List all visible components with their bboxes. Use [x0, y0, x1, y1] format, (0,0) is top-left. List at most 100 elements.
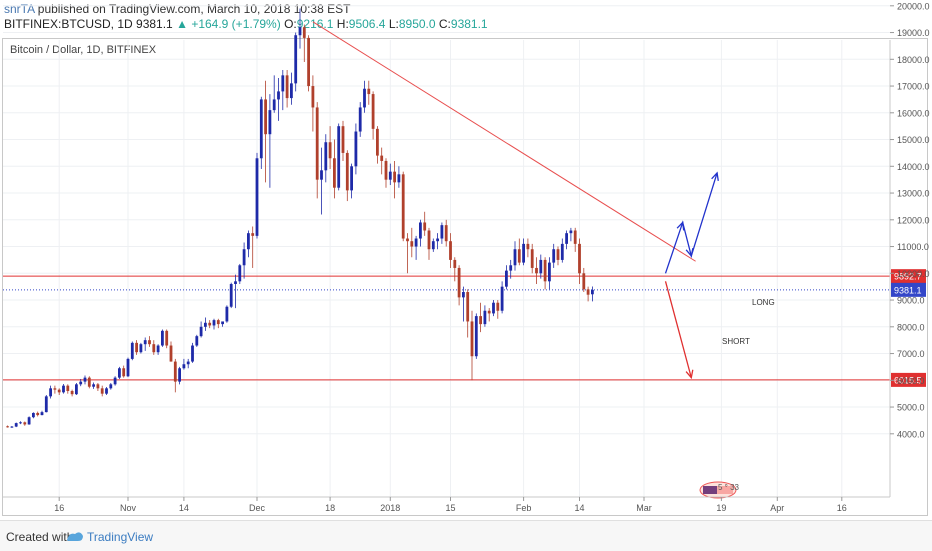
- candle-body: [311, 86, 315, 108]
- candle-body: [406, 238, 409, 242]
- x-tick-label: 2018: [380, 503, 400, 513]
- candle-body: [496, 302, 500, 311]
- trendline: [312, 21, 696, 262]
- y-tick-label: 20000.0: [897, 1, 930, 11]
- footer: Created with TradingView: [0, 520, 932, 551]
- flag-logo-icon: [699, 481, 737, 499]
- tradingview-brand-link[interactable]: TradingView: [87, 530, 154, 544]
- candle-body: [513, 249, 517, 266]
- candle-body: [367, 88, 371, 95]
- candle-body: [487, 310, 491, 314]
- close-value: 9381.1: [450, 17, 488, 31]
- low-label: L:: [388, 17, 399, 31]
- candle-body: [40, 412, 44, 416]
- candle-body: [264, 99, 267, 135]
- y-tick-label: 16000.0: [897, 108, 930, 118]
- long-arrow-head-1: [676, 221, 685, 231]
- candle-body: [449, 241, 452, 260]
- candle-body: [393, 171, 396, 183]
- chart-title: Bitcoin / Dollar, 1D, BITFINEX: [10, 44, 157, 56]
- y-tick-label: 10000.0: [897, 269, 930, 279]
- candle-body: [19, 422, 22, 424]
- candles: [6, 8, 594, 428]
- candle-body: [466, 292, 470, 322]
- candle-body: [204, 322, 207, 327]
- x-tick-label: Feb: [516, 503, 532, 513]
- candle-body: [169, 345, 173, 362]
- candle-body: [225, 306, 229, 322]
- candle-body: [100, 388, 104, 394]
- candle-body: [173, 361, 177, 382]
- x-tick-label: Nov: [120, 503, 137, 513]
- price-change: +164.9 (+1.79%): [191, 17, 281, 31]
- candle-body: [165, 330, 169, 346]
- candle-body: [569, 230, 573, 234]
- candle-body: [66, 385, 70, 391]
- candle-body: [277, 91, 280, 100]
- candle-body: [526, 243, 530, 250]
- low-value: 8950.0: [398, 17, 436, 31]
- candle-body: [341, 126, 345, 153]
- candle-body: [573, 230, 577, 244]
- candle-body: [320, 170, 323, 180]
- high-value: 9506.4: [348, 17, 386, 31]
- candle-body: [337, 126, 341, 188]
- candle-body: [238, 265, 242, 282]
- candle-body: [182, 364, 186, 369]
- x-tick-label: Dec: [249, 503, 266, 513]
- candle-body: [548, 262, 551, 282]
- open-value: 9216.1: [296, 17, 334, 31]
- candle-body: [380, 155, 384, 161]
- x-tick-label: Mar: [636, 503, 652, 513]
- candle-body: [479, 316, 482, 325]
- candle-body: [139, 344, 143, 353]
- y-tick-label: 5000.0: [897, 403, 925, 413]
- candle-body: [423, 222, 427, 231]
- candle-body: [500, 286, 504, 311]
- candle-body: [444, 225, 448, 242]
- candle-body: [505, 270, 508, 287]
- candle-body: [543, 259, 547, 282]
- candle-body: [130, 342, 134, 359]
- candle-body: [539, 259, 543, 274]
- candle-body: [152, 344, 156, 353]
- candle-body: [272, 99, 276, 111]
- x-axis: 16 Nov 14 Dec 18 2018 15 Feb 14 Mar 19 Apr 16: [3, 496, 890, 513]
- candle-body: [10, 426, 14, 428]
- candle-body: [298, 27, 302, 36]
- tradingview-logo-icon: [67, 532, 83, 541]
- candle-body: [328, 142, 332, 159]
- chart-frame: [2, 38, 928, 516]
- candle-body: [212, 320, 216, 326]
- candle-body: [156, 345, 160, 353]
- x-tick-label: 19: [716, 503, 726, 513]
- candle-body: [70, 391, 74, 395]
- ohlc-legend: BITFINEX:BTCUSD, 1D 9381.1 ▲ +164.9 (+1.…: [4, 17, 488, 31]
- candle-body: [113, 377, 117, 385]
- candle-body: [285, 75, 289, 99]
- candle-body: [358, 107, 362, 132]
- candle-body: [436, 238, 439, 242]
- created-with-text: Created with: [6, 530, 74, 544]
- level-badge: [891, 269, 926, 284]
- candle-body: [23, 422, 27, 425]
- x-tick-label: 15: [445, 503, 455, 513]
- candle-body: [388, 171, 392, 180]
- candle-body: [259, 99, 263, 159]
- candle-body: [44, 396, 48, 413]
- watermark-text: 5 ° 33: [718, 483, 740, 492]
- candle-body: [419, 222, 422, 239]
- candle-body: [294, 35, 298, 84]
- candle-body: [242, 249, 246, 266]
- y-tick-label: 15000.0: [897, 135, 930, 145]
- candle-body: [27, 417, 31, 425]
- candle-body: [345, 152, 349, 191]
- candle-body: [427, 230, 431, 250]
- y-tick-label: 13000.0: [897, 189, 930, 199]
- candle-body: [350, 166, 353, 191]
- candle-body: [397, 174, 401, 183]
- level-label: 6015.5: [894, 375, 922, 385]
- long-path: [664, 172, 718, 274]
- candle-body: [186, 361, 190, 365]
